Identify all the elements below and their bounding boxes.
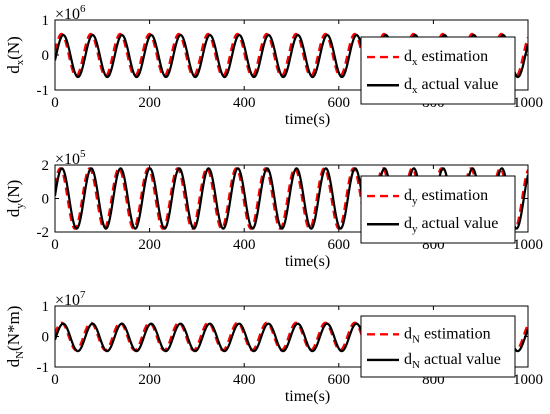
x-axis-label: time(s) [285,111,330,128]
y-tick-label: 1 [42,13,50,29]
y-axis-label: dy(N) [4,180,26,218]
x-tick-label: 0 [51,237,59,253]
legend-entry-label: dy estimation [404,187,488,207]
legend-box [360,175,516,244]
x-tick-label: 200 [138,95,161,111]
y-axis-multiplier: ×105 [55,148,86,168]
y-tick-label: 0 [42,48,50,64]
y-tick-label: 0 [42,330,50,346]
x-tick-label: 600 [328,95,351,111]
y-tick-label: 2 [42,158,50,174]
x-axis-label: time(s) [285,388,330,405]
legend-entry-label: dx estimation [404,48,488,68]
x-tick-label: 1000 [513,95,543,111]
y-axis-label: dx(N) [4,36,26,74]
y-tick-label: -2 [37,225,50,241]
x-tick-label: 0 [51,372,59,388]
y-tick-label: 1 [42,299,50,315]
x-axis-label: time(s) [285,253,330,270]
y-axis-multiplier: ×106 [55,3,86,23]
legend-entry-label: dy actual value [404,215,498,235]
legend: dN estimation dN actual value [360,315,516,378]
y-tick-label: -1 [37,83,50,99]
legend: dy estimation dy actual value [360,175,516,244]
legend-box [360,315,516,378]
legend-box [360,36,516,105]
legend-entry-label: dx actual value [404,76,498,96]
y-tick-label: 0 [42,192,50,208]
legend-entry-label: dN actual value [404,351,501,371]
x-tick-label: 600 [328,372,351,388]
legend-entry-label: dN estimation [404,325,491,345]
x-tick-label: 200 [138,372,161,388]
x-tick-label: 600 [328,237,351,253]
x-tick-label: 200 [138,237,161,253]
x-tick-label: 400 [233,372,256,388]
x-tick-label: 1000 [513,372,543,388]
subplot-1: 0200400600800100010-1×106time(s)dx(N)dxe… [4,3,543,128]
legend: dx estimation dx actual value [360,36,516,105]
y-tick-label: -1 [37,360,50,376]
y-axis-multiplier: ×107 [55,289,86,309]
x-tick-label: 400 [233,237,256,253]
x-tick-label: 1000 [513,237,543,253]
x-tick-label: 0 [51,95,59,111]
y-axis-label: dN(N*m) [4,306,26,368]
x-tick-label: 400 [233,95,256,111]
estimation-series-line [55,167,528,230]
estimation-series-line [55,32,528,78]
